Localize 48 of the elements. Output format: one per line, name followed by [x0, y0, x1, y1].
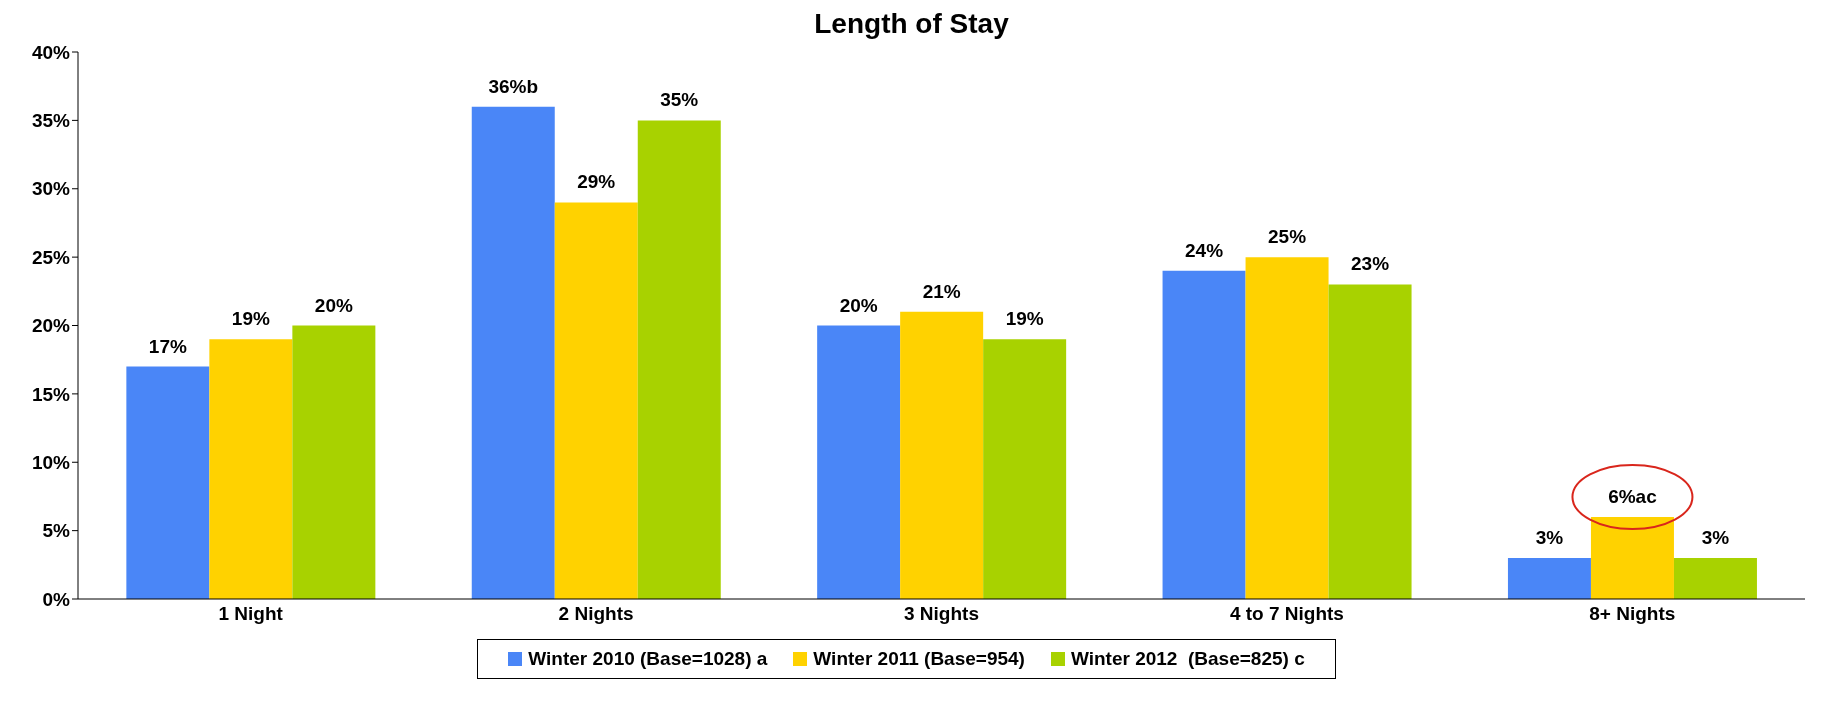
bar — [900, 311, 984, 599]
data-label: 3% — [1701, 526, 1730, 548]
y-tick-label: 10% — [31, 451, 71, 473]
y-tick-label: 0% — [42, 588, 71, 610]
bar — [1507, 557, 1591, 599]
data-label: 6%ac — [1608, 485, 1658, 507]
data-label: 20% — [314, 294, 353, 316]
x-tick-label: 4 to 7 Nights — [1229, 603, 1344, 625]
bar — [554, 202, 638, 599]
bar — [637, 120, 721, 599]
y-tick-label: 40% — [31, 41, 71, 63]
data-label: 29% — [577, 171, 616, 193]
data-label: 20% — [839, 294, 878, 316]
bar — [292, 325, 376, 599]
bar — [126, 366, 210, 599]
legend-label: Winter 2010 (Base=1028) a — [528, 648, 768, 670]
data-label: 21% — [922, 280, 961, 302]
y-tick-label: 15% — [31, 383, 71, 405]
data-label: 24% — [1185, 239, 1224, 261]
bar — [817, 325, 901, 599]
data-label: 25% — [1268, 226, 1307, 248]
y-tick-label: 35% — [31, 110, 71, 132]
data-label: 19% — [1005, 308, 1044, 330]
y-tick-label: 5% — [42, 520, 71, 542]
data-label: 19% — [231, 308, 270, 330]
x-tick-label: 3 Nights — [904, 603, 979, 625]
legend-label: Winter 2011 (Base=954) — [813, 648, 1025, 670]
bar — [209, 339, 293, 599]
x-tick-label: 2 Nights — [558, 603, 634, 625]
y-tick-label: 20% — [31, 315, 71, 337]
data-label: 3% — [1535, 526, 1564, 548]
bar — [471, 106, 555, 599]
bar — [1328, 284, 1412, 599]
data-label: 36%b — [488, 75, 539, 97]
bar — [983, 339, 1067, 599]
y-tick-label: 25% — [31, 246, 71, 268]
data-label: 17% — [148, 335, 187, 357]
data-label: 23% — [1351, 253, 1390, 275]
legend-label: Winter 2012 (Base=825) c — [1070, 648, 1305, 670]
x-tick-label: 1 Night — [218, 603, 284, 625]
chart-title: Length of Stay — [814, 8, 1009, 39]
bar — [1590, 516, 1674, 599]
y-tick-label: 30% — [31, 178, 71, 200]
x-tick-label: 8+ Nights — [1589, 603, 1676, 625]
bar — [1245, 257, 1329, 599]
bar — [1673, 557, 1757, 599]
data-label: 35% — [660, 89, 699, 111]
bar — [1162, 270, 1246, 599]
